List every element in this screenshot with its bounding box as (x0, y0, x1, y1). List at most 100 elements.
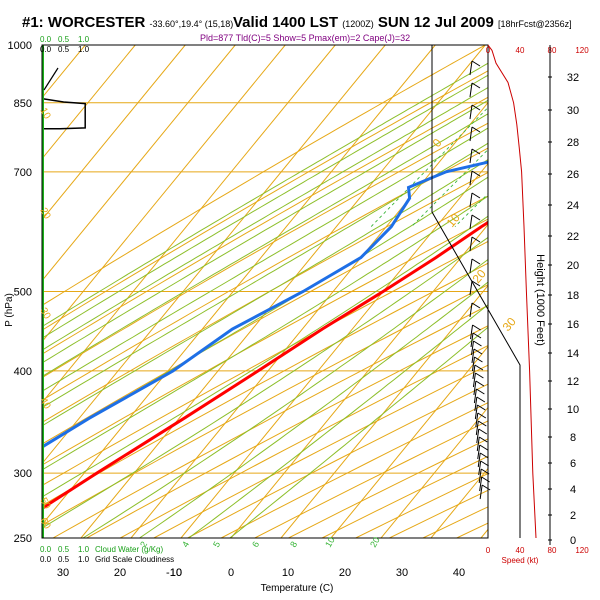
isotherm-line (130, 101, 488, 538)
pressure-tick-label: 300 (14, 468, 32, 480)
height-tick-label: 14 (567, 348, 579, 360)
wind-barb (477, 452, 481, 468)
dry-adiabat (42, 122, 488, 379)
moist-adiabat (42, 142, 488, 409)
wind-barb-feather (471, 280, 481, 287)
dry-adiabat (42, 240, 488, 487)
wind-barb (478, 460, 482, 476)
mixratio-label: 10 (323, 535, 337, 549)
wind-barb-feather (471, 82, 481, 89)
dry-adiabat (85, 325, 488, 538)
wind-barb-feather (472, 324, 481, 331)
mixratio-label: 4 (180, 540, 191, 549)
pressure-tick-label: 1000 (8, 40, 32, 52)
mixing-ratio-line (502, 28, 600, 227)
isotherm-line (42, 45, 236, 282)
cloud-water-label: Cloud Water (g/Kg) (95, 545, 164, 554)
dry-adiabat (51, 304, 488, 538)
pressure-tick-label: 850 (14, 98, 32, 110)
speed-tick-bottom: 40 (516, 546, 525, 555)
y-axis-label: P (hPa) (4, 293, 15, 327)
dry-adiabat (42, 195, 488, 445)
stability-indices: Pld=877 Tld(C)=5 Show=5 Pmax(em)=2 Cape(… (200, 33, 411, 43)
moist-adiabat (82, 258, 488, 538)
mix-bottom-label: 0.0 (40, 555, 52, 564)
wind-barb-feather (479, 444, 489, 451)
wind-barb-feather (473, 340, 482, 347)
wind-barb-feather (471, 104, 481, 111)
wind-barb-feather (475, 372, 484, 379)
wind-barb (474, 404, 478, 420)
dry-adiabat (42, 147, 488, 401)
pressure-tick-label: 250 (14, 533, 32, 545)
cloud-water-line (41, 97, 86, 130)
isotherm-line (42, 45, 286, 343)
height-axis-label: Height (1000 Feet) (534, 254, 546, 346)
wind-barb (469, 236, 473, 252)
moist-adiabat (42, 127, 488, 392)
wind-barb-feather (474, 364, 484, 371)
dry-adiabat (186, 383, 488, 538)
dry-adiabat (42, 284, 488, 526)
isotherm-label: 10 (444, 210, 464, 229)
dry-adiabat (119, 345, 488, 538)
height-tick-label: 18 (567, 290, 579, 302)
height-tick-label: 16 (567, 319, 579, 331)
background-lines (42, 28, 600, 538)
moist-adiabat (42, 215, 488, 498)
wind-barb-feather (471, 170, 481, 177)
pressure-tick-label: 500 (14, 287, 32, 299)
wind-barb (469, 258, 473, 274)
height-tick-label: 4 (570, 484, 576, 496)
wind-barb-feather (480, 460, 489, 467)
height-tick-label: 26 (567, 169, 579, 181)
wind-barb (470, 324, 474, 340)
wind-barb-feather (473, 348, 483, 355)
wind-barb-feather (471, 302, 481, 309)
mix-top-label: 0.0 (40, 45, 52, 54)
mix-bottom-label: 1.0 (78, 545, 90, 554)
wind-barb (477, 444, 481, 460)
wind-barb (469, 126, 473, 142)
speed-tick-bottom: 0 (486, 546, 491, 555)
wind-barb-feather (471, 236, 481, 243)
adiabat-label: 60 (37, 516, 52, 532)
x-axis-label: Temperature (C) (261, 583, 334, 594)
mixratio-label: 6 (250, 540, 261, 549)
moist-adiabat (187, 304, 488, 538)
cloud-scale-label: 10 (170, 567, 182, 579)
wind-barb (472, 364, 476, 380)
wind-barb-feather (471, 214, 481, 221)
speed-tick-top: 0 (486, 46, 491, 55)
height-tick-label: 10 (567, 404, 579, 416)
mix-bottom-label: 0.0 (40, 545, 52, 554)
temp-tick-label: 10 (282, 567, 294, 579)
dry-adiabat (42, 96, 488, 355)
wind-barb (471, 348, 475, 364)
adiabat-label: 10 (37, 106, 52, 122)
moist-adiabat (42, 236, 488, 529)
profile-lines (42, 160, 488, 511)
isotherm-line (42, 45, 136, 160)
mix-top-label: 1.0 (78, 35, 90, 44)
speed-tick-bottom: 120 (575, 546, 589, 555)
mix-bottom-label: 0.5 (58, 545, 70, 554)
moist-adiabat (138, 281, 488, 538)
mixing-ratio-line (481, 219, 488, 228)
wind-barb (478, 468, 482, 484)
wind-barb-feather (478, 420, 487, 427)
wind-barb-feather (475, 380, 485, 387)
wind-barb (479, 484, 483, 500)
isotherm-line (380, 406, 488, 538)
height-tick-label: 8 (570, 432, 576, 444)
valid-time: Valid 1400 LST (1200Z) SUN 12 Jul 2009 [… (233, 14, 572, 31)
speed-curve (487, 44, 537, 539)
temp-tick-label: 0 (228, 567, 234, 579)
isotherm-label: 30 (500, 314, 520, 333)
temperature-line (42, 220, 488, 511)
plot-border (41, 44, 489, 539)
moist-adiabat (42, 62, 488, 328)
height-tick-label: 22 (567, 231, 579, 243)
